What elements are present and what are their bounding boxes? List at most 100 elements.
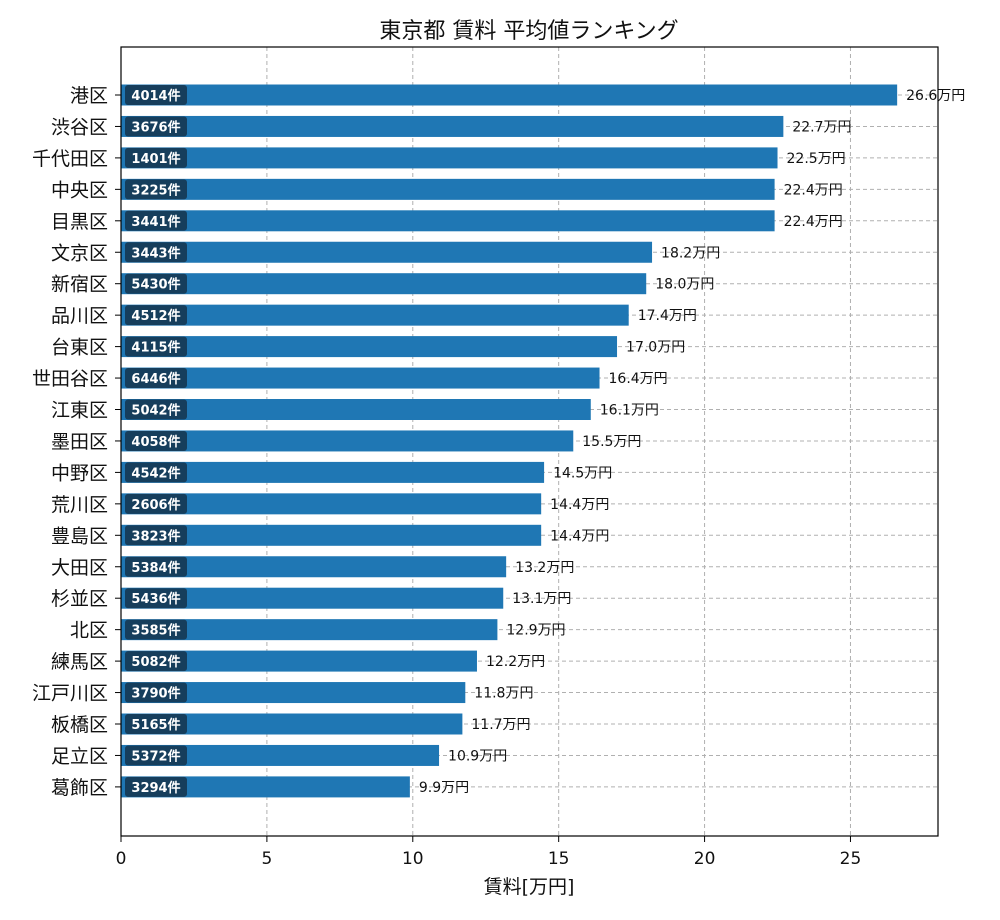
count-badge xyxy=(125,179,187,200)
value-label: 16.1万円 xyxy=(600,403,659,419)
count-badge xyxy=(125,682,187,703)
count-badge xyxy=(125,776,187,797)
y-tick-label: 足立区 xyxy=(51,745,108,767)
count-label: 5384件 xyxy=(131,560,180,576)
x-axis: 0 5 10 15 20 25 xyxy=(116,836,861,869)
bar xyxy=(121,587,504,609)
count-badge xyxy=(125,368,187,389)
bar xyxy=(121,115,784,137)
count-label: 3790件 xyxy=(131,686,180,702)
count-badge xyxy=(125,273,187,294)
value-label: 17.0万円 xyxy=(626,340,685,356)
count-badge xyxy=(125,745,187,766)
count-badge xyxy=(125,588,187,609)
count-label: 3294件 xyxy=(131,780,180,796)
count-badge xyxy=(125,556,187,577)
y-tick-label: 江東区 xyxy=(51,400,108,422)
count-badge xyxy=(125,147,187,168)
y-tick-label: 板橋区 xyxy=(51,714,108,736)
y-tick-label: 葛飾区 xyxy=(51,777,108,799)
y-tick-label: 荒川区 xyxy=(51,494,108,516)
value-label: 12.9万円 xyxy=(506,623,565,639)
chart-title: 東京都 賃料 平均値ランキング xyxy=(379,19,678,44)
value-label: 22.4万円 xyxy=(784,182,843,198)
value-label: 11.7万円 xyxy=(471,717,530,733)
x-tick-label: 0 xyxy=(116,849,127,869)
count-badge xyxy=(125,305,187,326)
x-tick-label: 15 xyxy=(548,849,570,869)
bar xyxy=(121,776,410,798)
bars xyxy=(121,84,898,798)
y-axis: 港区渋谷区千代田区中央区目黒区文京区新宿区品川区台東区世田谷区江東区墨田区中野区… xyxy=(32,85,121,799)
count-badge xyxy=(125,462,187,483)
value-label: 15.5万円 xyxy=(582,434,641,450)
count-badge xyxy=(125,525,187,546)
count-badge xyxy=(125,399,187,420)
y-tick-label: 新宿区 xyxy=(51,274,108,296)
value-label: 22.4万円 xyxy=(784,214,843,230)
value-label: 18.2万円 xyxy=(661,245,720,261)
bar xyxy=(121,399,591,420)
count-label: 5165件 xyxy=(131,717,180,733)
count-label: 5430件 xyxy=(131,277,180,293)
y-tick-label: 目黒区 xyxy=(51,211,108,233)
y-tick-label: 杉並区 xyxy=(51,588,108,610)
value-label: 10.9万円 xyxy=(448,748,507,764)
value-label: 14.4万円 xyxy=(550,528,609,544)
bar xyxy=(121,461,545,483)
count-badge xyxy=(125,336,187,357)
value-label: 11.8万円 xyxy=(474,686,533,702)
y-tick-label: 大田区 xyxy=(51,557,108,579)
y-tick-label: 豊島区 xyxy=(51,525,108,547)
bar xyxy=(121,241,653,263)
value-label: 14.4万円 xyxy=(550,497,609,513)
bar xyxy=(121,682,466,704)
y-tick-label: 中野区 xyxy=(51,462,108,484)
bar xyxy=(121,336,618,358)
count-badge xyxy=(125,116,187,137)
bar xyxy=(121,430,574,452)
count-label: 4014件 xyxy=(131,88,180,104)
y-tick-label: 練馬区 xyxy=(51,651,108,673)
bar xyxy=(121,84,898,106)
bar xyxy=(121,744,440,766)
bar xyxy=(121,493,542,515)
value-label: 22.5万円 xyxy=(787,151,846,167)
value-label: 13.2万円 xyxy=(515,560,574,576)
bar xyxy=(121,273,647,295)
value-label: 18.0万円 xyxy=(655,277,714,293)
count-label: 1401件 xyxy=(131,151,180,167)
y-tick-label: 渋谷区 xyxy=(51,116,108,138)
count-badge xyxy=(125,430,187,451)
y-tick-label: 中央区 xyxy=(51,179,108,201)
count-label: 4115件 xyxy=(131,340,180,356)
bar xyxy=(121,713,463,735)
count-badge xyxy=(125,493,187,514)
count-label: 3441件 xyxy=(131,214,180,230)
bar xyxy=(121,650,477,672)
bar xyxy=(121,619,498,641)
y-tick-label: 品川区 xyxy=(51,305,108,327)
value-label: 13.1万円 xyxy=(512,591,571,607)
count-label: 5372件 xyxy=(131,748,180,764)
bar xyxy=(121,367,600,389)
count-badge xyxy=(125,619,187,640)
value-label: 9.9万円 xyxy=(419,780,469,796)
count-label: 3676件 xyxy=(131,119,180,135)
y-tick-label: 世田谷区 xyxy=(32,368,108,390)
bar xyxy=(121,147,778,169)
count-label: 2606件 xyxy=(131,497,180,513)
count-label: 4542件 xyxy=(131,465,180,481)
count-badge xyxy=(125,651,187,672)
y-tick-label: 墨田区 xyxy=(51,431,108,453)
count-label: 4512件 xyxy=(131,308,180,324)
count-label: 3443件 xyxy=(131,245,180,261)
count-badge xyxy=(125,210,187,231)
count-label: 5042件 xyxy=(131,403,180,419)
y-tick-label: 千代田区 xyxy=(32,148,108,170)
value-label: 12.2万円 xyxy=(486,654,545,670)
bar xyxy=(121,304,629,326)
count-label: 3225件 xyxy=(131,182,180,198)
